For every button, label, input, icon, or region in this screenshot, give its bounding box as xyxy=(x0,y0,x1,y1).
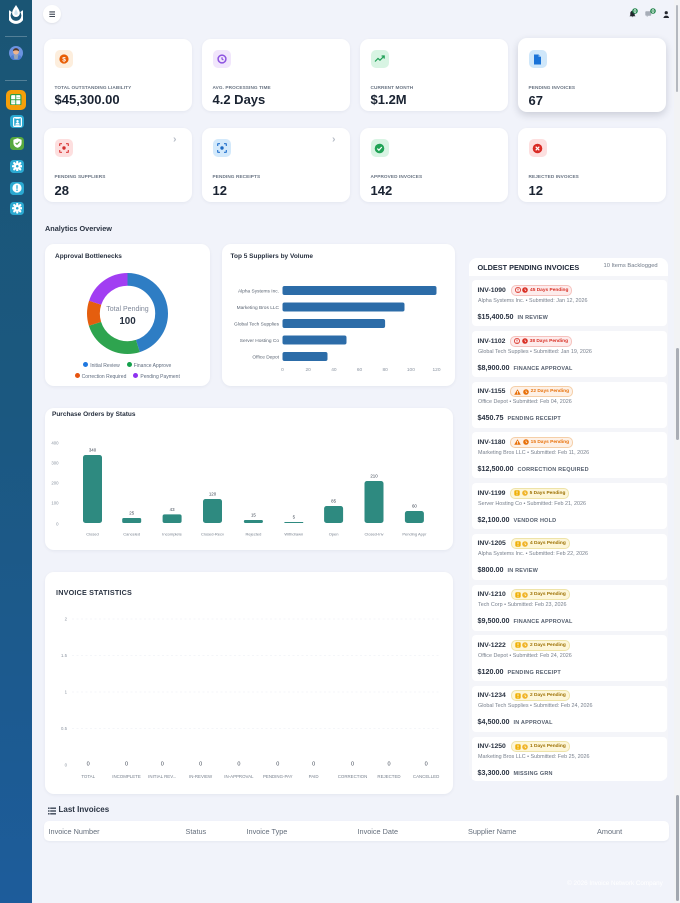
svg-text:Global Tech Supplies: Global Tech Supplies xyxy=(234,322,280,328)
svg-text:43: 43 xyxy=(170,507,175,512)
svg-text:Withdrawn: Withdrawn xyxy=(284,531,303,536)
svg-text:Closed-Recv: Closed-Recv xyxy=(201,531,224,536)
svg-text:1: 1 xyxy=(65,690,68,695)
svg-text:0: 0 xyxy=(125,762,128,768)
svg-text:40: 40 xyxy=(331,367,337,373)
svg-text:Open: Open xyxy=(329,531,339,536)
svg-text:Closed: Closed xyxy=(86,531,98,536)
svg-text:0: 0 xyxy=(387,762,390,768)
svg-text:0: 0 xyxy=(65,763,68,768)
svg-text:0: 0 xyxy=(161,762,164,768)
svg-text:IN-REVIEW: IN-REVIEW xyxy=(189,774,213,779)
svg-text:100: 100 xyxy=(119,316,136,327)
svg-text:25: 25 xyxy=(129,510,134,515)
svg-text:15: 15 xyxy=(251,512,256,517)
svg-text:PAID: PAID xyxy=(309,774,319,779)
svg-text:0: 0 xyxy=(351,762,354,768)
svg-text:60: 60 xyxy=(412,503,417,508)
svg-text:300: 300 xyxy=(51,460,59,465)
svg-text:Server Hosting Co: Server Hosting Co xyxy=(239,338,279,344)
svg-text:80: 80 xyxy=(382,367,388,373)
svg-text:0: 0 xyxy=(237,762,240,768)
svg-text:2: 2 xyxy=(65,617,68,622)
svg-text:Office Depot: Office Depot xyxy=(252,355,279,361)
svg-text:TOTAL: TOTAL xyxy=(81,774,95,779)
svg-text:PENDING-PAY: PENDING-PAY xyxy=(263,774,293,779)
svg-text:Alpha Systems Inc.: Alpha Systems Inc. xyxy=(237,289,278,295)
svg-text:CORRECTION: CORRECTION xyxy=(338,774,368,779)
svg-text:0: 0 xyxy=(312,762,315,768)
svg-text:0: 0 xyxy=(276,762,279,768)
svg-text:Pending Appr: Pending Appr xyxy=(402,531,427,536)
svg-text:Incomplete: Incomplete xyxy=(162,531,182,536)
svg-text:60: 60 xyxy=(356,367,362,373)
svg-text:0.5: 0.5 xyxy=(61,726,68,731)
svg-text:85: 85 xyxy=(331,498,336,503)
svg-text:210: 210 xyxy=(370,473,378,478)
svg-text:Marketing Bros LLC: Marketing Bros LLC xyxy=(236,305,279,311)
svg-text:100: 100 xyxy=(406,367,414,373)
svg-text:1.5: 1.5 xyxy=(61,653,68,658)
svg-text:Closed-Inv: Closed-Inv xyxy=(364,531,383,536)
svg-text:0: 0 xyxy=(425,762,428,768)
svg-text:100: 100 xyxy=(51,500,59,505)
svg-text:0: 0 xyxy=(199,762,202,768)
svg-text:400: 400 xyxy=(51,440,59,445)
svg-text:0: 0 xyxy=(87,762,90,768)
svg-text:INITIAL REV...: INITIAL REV... xyxy=(148,774,176,779)
svg-text:120: 120 xyxy=(432,367,440,373)
svg-text:CANCELLED: CANCELLED xyxy=(413,774,439,779)
svg-text:Total Pending: Total Pending xyxy=(106,306,149,313)
svg-text:340: 340 xyxy=(89,447,97,452)
svg-text:IN-APPROVAL: IN-APPROVAL xyxy=(224,774,254,779)
svg-text:20: 20 xyxy=(305,367,311,373)
svg-text:0: 0 xyxy=(281,367,284,373)
svg-text:200: 200 xyxy=(51,480,59,485)
svg-text:Canceled: Canceled xyxy=(123,531,140,536)
svg-text:5: 5 xyxy=(293,514,296,519)
svg-text:120: 120 xyxy=(209,491,217,496)
svg-text:$: $ xyxy=(62,56,66,63)
svg-text:0: 0 xyxy=(56,521,59,526)
svg-text:Rejected: Rejected xyxy=(246,531,262,536)
svg-text:REJECTED: REJECTED xyxy=(377,774,400,779)
svg-text:INCOMPLETE: INCOMPLETE xyxy=(112,774,141,779)
